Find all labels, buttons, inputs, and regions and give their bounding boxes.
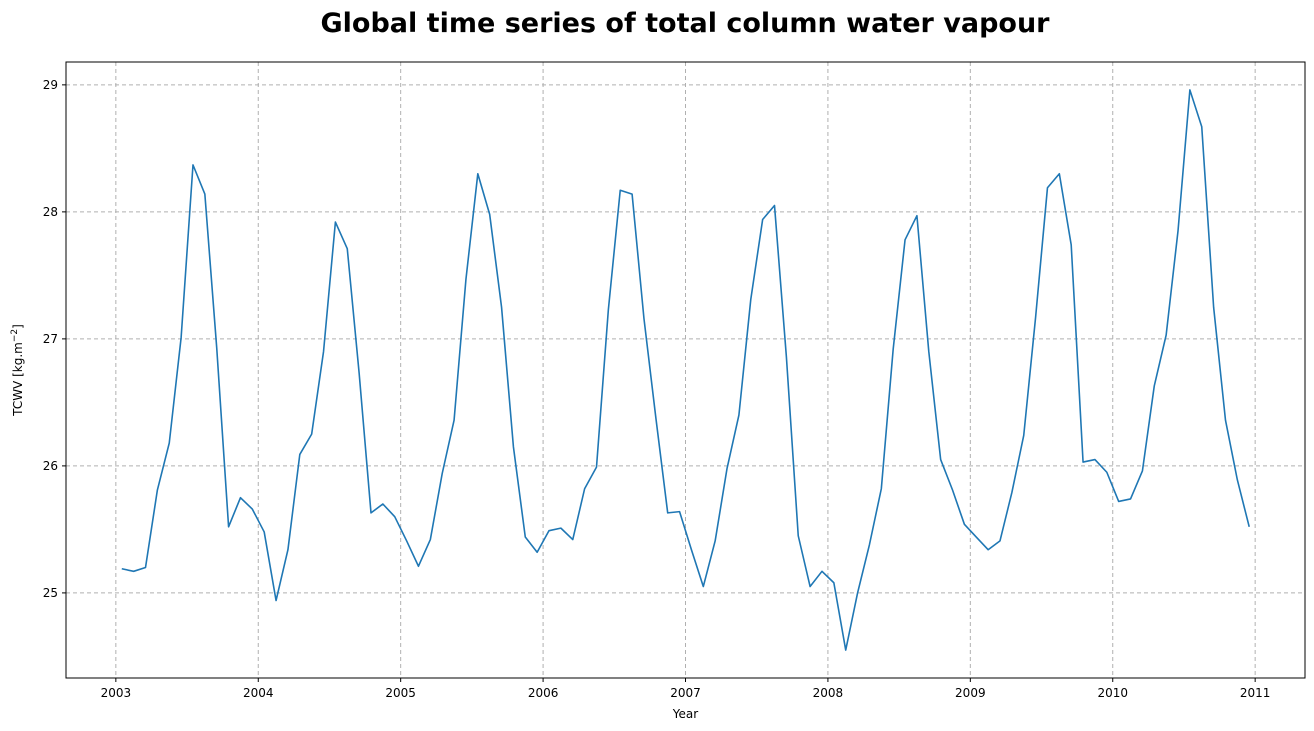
x-tick-label: 2008 — [813, 686, 844, 700]
x-tick-label: 2005 — [385, 686, 416, 700]
x-tick-label: 2009 — [955, 686, 986, 700]
chart-title: Global time series of total column water… — [320, 8, 1050, 39]
x-tick-label: 2006 — [528, 686, 559, 700]
y-tick-label: 29 — [43, 78, 58, 92]
series-layer — [121, 89, 1250, 651]
x-axis-label: Year — [672, 707, 698, 721]
y-axis-label: TCWV [kg.m−2] — [10, 324, 25, 417]
y-axis-label-end: ] — [11, 324, 25, 329]
x-axis: 2003 2004 2005 2006 2007 2008 2009 2010 2011 — [101, 678, 1271, 700]
series-line-tcwv — [121, 89, 1250, 651]
x-tick-label: 2004 — [243, 686, 274, 700]
grid — [66, 62, 1305, 678]
y-tick-label: 28 — [43, 205, 58, 219]
y-tick-label: 26 — [43, 459, 58, 473]
y-axis-label-superscript: −2 — [10, 329, 20, 342]
x-tick-label: 2010 — [1097, 686, 1128, 700]
x-tick-label: 2003 — [101, 686, 132, 700]
y-tick-label: 25 — [43, 586, 58, 600]
y-tick-label: 27 — [43, 332, 58, 346]
x-tick-label: 2007 — [670, 686, 701, 700]
y-axis-label-main: TCWV [kg.m — [11, 342, 25, 417]
y-axis: 25 26 27 28 29 — [43, 78, 66, 600]
x-tick-label: 2011 — [1240, 686, 1271, 700]
